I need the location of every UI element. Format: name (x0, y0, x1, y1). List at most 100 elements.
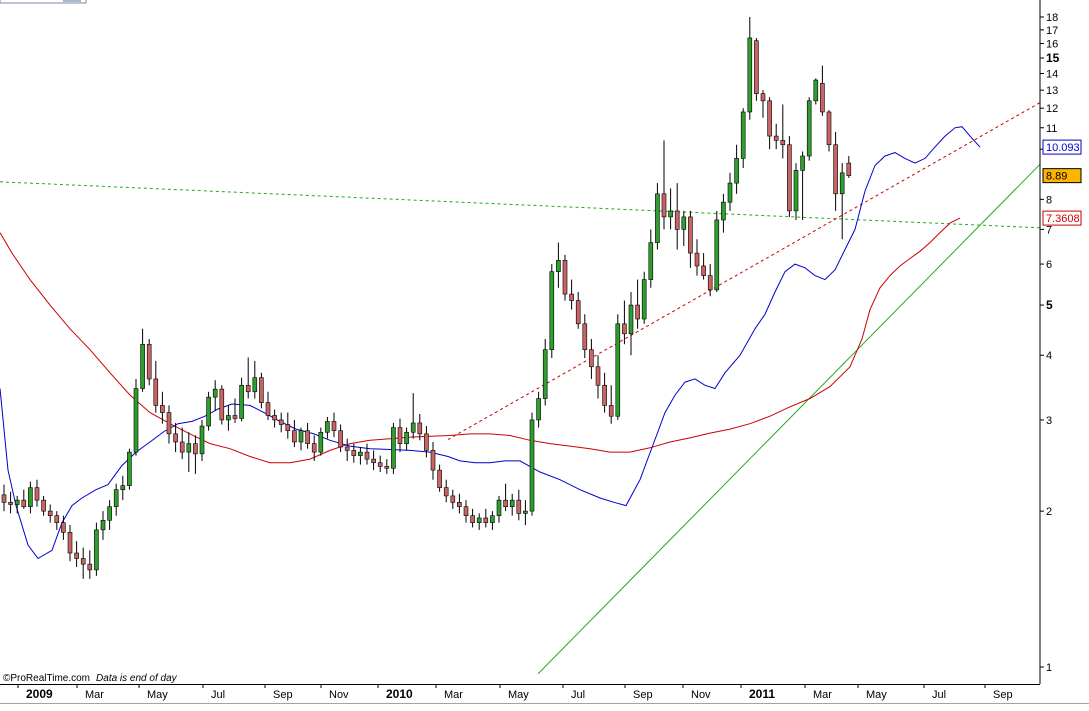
candle-body (516, 499, 522, 514)
candle (734, 144, 739, 194)
candle (476, 513, 482, 530)
candle-body (615, 323, 621, 417)
candle-body (232, 415, 238, 419)
candle-body (529, 419, 535, 512)
candle-body (503, 499, 508, 507)
candle (100, 511, 106, 540)
candle-body (107, 506, 112, 521)
candle (549, 264, 555, 359)
candle-body (549, 271, 555, 350)
candle-body (61, 522, 66, 533)
candle-body (661, 193, 667, 218)
candle (252, 360, 258, 399)
candle-body (292, 430, 297, 443)
candle (8, 491, 13, 514)
value-label: 10.093 (1042, 139, 1082, 155)
candle (820, 65, 825, 116)
candle-body (754, 40, 759, 94)
candle-body (133, 388, 139, 453)
candle (1, 484, 7, 512)
candle-body (358, 451, 363, 456)
candle-body (523, 510, 528, 514)
x-tick-label: Jul (932, 689, 946, 701)
credit-note: Data is end of day (96, 673, 178, 684)
candle (179, 427, 185, 460)
candle-body (846, 162, 852, 176)
candle (245, 357, 251, 399)
candle (338, 424, 343, 453)
candle (219, 385, 225, 425)
candle (298, 427, 304, 451)
x-tick-label: Sep (633, 689, 653, 701)
candle (193, 435, 198, 474)
candle-body (252, 377, 258, 393)
candle (470, 508, 475, 528)
candle (331, 412, 337, 438)
candle-body (179, 441, 185, 453)
candle (113, 483, 119, 516)
candle-body (80, 558, 86, 565)
candle (80, 547, 86, 579)
candle-body (450, 495, 456, 503)
y-tick-label: 8 (1046, 194, 1052, 206)
y-tick-label: 12 (1046, 103, 1058, 115)
candle (226, 405, 231, 431)
candle-body (483, 517, 489, 523)
candle-body (470, 515, 475, 523)
candle-body (602, 384, 607, 406)
candle (483, 508, 489, 528)
candle-body (628, 304, 634, 335)
candle (846, 156, 852, 178)
x-tick-label: Nov (329, 689, 349, 701)
candle-body (622, 323, 627, 335)
candle (437, 464, 442, 492)
candle (318, 427, 324, 456)
value-label: 8.89 (1042, 168, 1082, 184)
candle-body (589, 349, 594, 368)
candle (463, 500, 469, 523)
candle (232, 398, 238, 423)
x-tick-label: May (508, 689, 529, 701)
candle-body (1, 494, 7, 503)
candle (47, 504, 53, 523)
candle (351, 443, 357, 463)
candle-body (146, 343, 152, 380)
candle-body (417, 422, 423, 435)
candle-body (404, 431, 409, 444)
candle-body (212, 388, 218, 398)
candle-body (490, 515, 495, 523)
candle (430, 441, 436, 480)
candle-body (463, 506, 469, 516)
y-tick-label: 16 (1046, 38, 1058, 50)
candle (371, 450, 376, 471)
candle-body (787, 144, 792, 212)
candle-body (641, 279, 647, 320)
candle (615, 314, 621, 420)
candle (503, 483, 508, 512)
candle (661, 140, 667, 230)
candle (186, 432, 192, 473)
candle (740, 108, 746, 168)
candle-body (193, 443, 198, 455)
candle (542, 338, 548, 406)
candle (575, 291, 581, 329)
candle-body (608, 405, 614, 417)
candle (727, 172, 733, 211)
candle (120, 475, 126, 501)
candle-body (820, 83, 825, 113)
candle (569, 279, 574, 310)
candle (358, 446, 363, 465)
candle (826, 110, 832, 152)
y-tick-label: 14 (1046, 69, 1058, 81)
candle-body (318, 431, 324, 453)
candle (87, 550, 93, 579)
candle-body (41, 499, 46, 512)
candle-body (569, 293, 574, 301)
candle-body (562, 260, 568, 295)
candle (509, 493, 515, 516)
candle (377, 455, 383, 473)
candle-body (140, 343, 145, 389)
candle-body (721, 201, 726, 221)
candle-body (556, 260, 561, 272)
candle (140, 328, 145, 392)
